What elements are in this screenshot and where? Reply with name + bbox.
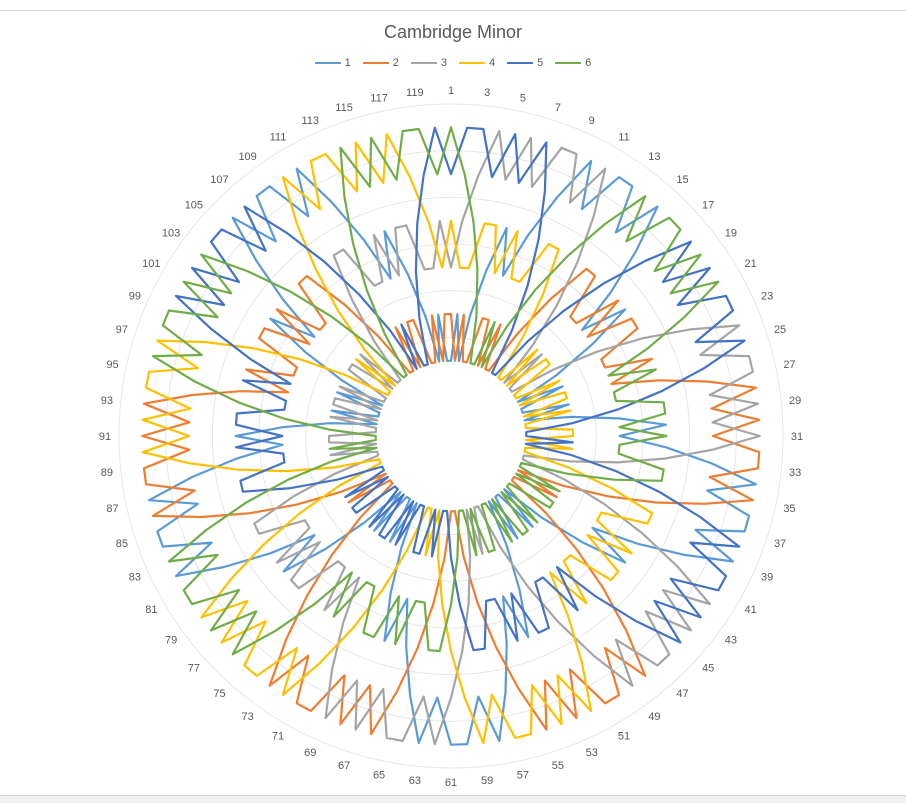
axis-tick-label: 13: [648, 151, 660, 163]
axis-tick-label: 87: [106, 503, 118, 515]
legend-label: 6: [585, 57, 592, 69]
axis-tick-label: 95: [106, 359, 118, 371]
axis-tick-label: 109: [238, 151, 256, 163]
axis-tick-label: 77: [188, 663, 200, 675]
axis-tick-label: 39: [761, 572, 773, 584]
legend-label: 2: [392, 57, 399, 69]
window-top-border: [0, 0, 906, 11]
axis-tick-label: 113: [301, 115, 319, 127]
axis-tick-label: 15: [676, 174, 688, 186]
axis-tick-label: 65: [373, 769, 385, 781]
grid-ring: [165, 150, 737, 722]
legend-swatch: [362, 62, 389, 64]
axis-tick-label: 59: [481, 775, 493, 787]
legend-item-4: 4: [459, 57, 495, 69]
axis-tick-label: 99: [129, 290, 141, 302]
legend-swatch: [410, 62, 437, 64]
axis-tick-label: 73: [242, 711, 254, 723]
legend-swatch: [555, 62, 582, 64]
axis-tick-label: 17: [702, 199, 714, 211]
axis-tick-label: 3: [484, 87, 490, 99]
legend-item-6: 6: [555, 57, 591, 69]
axis-tick-label: 91: [99, 431, 111, 443]
axis-tick-label: 35: [783, 503, 795, 515]
chart-title: Cambridge Minor: [383, 22, 523, 42]
axis-tick-label: 51: [618, 731, 630, 743]
legend-item-1: 1: [314, 57, 351, 69]
grid-ring: [211, 196, 691, 676]
grid-ring: [118, 103, 784, 769]
legend-label: 3: [440, 57, 447, 69]
axis-tick-label: 43: [725, 634, 737, 646]
axis-tick-label: 81: [145, 604, 157, 616]
grid-ring: [258, 243, 644, 629]
window-bottom-border: [0, 795, 906, 803]
axis-tick-label: 31: [791, 431, 803, 443]
axis-tick-label: 83: [129, 572, 141, 584]
legend-swatch: [507, 62, 534, 64]
axis-tick-label: 61: [445, 777, 457, 789]
radar-grid: [118, 103, 784, 769]
axis-tick-label: 33: [789, 467, 801, 479]
series-line-3: [253, 130, 761, 746]
axis-tick-label: 105: [185, 199, 203, 211]
axis-tick-label: 97: [116, 324, 128, 336]
axis-tick-label: 93: [101, 395, 113, 407]
axis-tick-label: 29: [789, 395, 801, 407]
axis-tick-label: 45: [702, 663, 714, 675]
legend-swatch: [314, 62, 341, 64]
axis-tick-label: 75: [213, 688, 225, 700]
axis-tick-label: 103: [162, 228, 180, 240]
axis-tick-label: 119: [406, 87, 424, 99]
axis-tick-label: 19: [725, 228, 737, 240]
axis-tick-label: 55: [552, 760, 564, 772]
axis-tick-label: 57: [517, 769, 529, 781]
axis-tick-label: 101: [142, 258, 160, 270]
grid-ring: [351, 336, 551, 536]
axis-tick-label: 67: [338, 760, 350, 772]
series-line-2: [141, 267, 761, 736]
series-line-4: [141, 133, 654, 745]
axis-tick-label: 23: [761, 290, 773, 302]
axis-tick-label: 85: [116, 538, 128, 550]
axis-tick-label: 49: [648, 711, 660, 723]
legend-item-2: 2: [362, 57, 399, 69]
legend: 1 2 3 4 5 6: [0, 57, 906, 69]
axis-tick-label: 21: [745, 258, 757, 270]
axis-tick-label: 25: [774, 324, 786, 336]
legend-label: 1: [344, 57, 351, 69]
axis-tick-label: 7: [555, 102, 561, 114]
axis-tick-label: 89: [101, 467, 113, 479]
axis-tick-label: 41: [745, 604, 757, 616]
legend-item-5: 5: [507, 57, 543, 69]
series-line-1: [148, 159, 757, 746]
axis-tick-label: 1: [448, 85, 454, 97]
axis-tick-label: 53: [586, 747, 598, 759]
legend-label: 5: [537, 57, 544, 69]
axis-tick-label: 71: [272, 731, 284, 743]
axis-tick-label: 63: [409, 775, 421, 787]
axis-tick-label: 79: [165, 634, 177, 646]
legend-item-3: 3: [410, 57, 447, 69]
axis-tick-label: 5: [520, 93, 526, 105]
series-line-6: [151, 126, 720, 656]
axis-tick-label: 9: [589, 115, 595, 127]
axis-tick-label: 69: [304, 747, 316, 759]
axis-tick-label: 117: [370, 93, 388, 105]
axis-tick-label: 47: [676, 688, 688, 700]
axis-tick-label: 37: [774, 538, 786, 550]
legend-label: 4: [489, 57, 496, 69]
axis-tick-label: 107: [210, 174, 228, 186]
axis-tick-label: 11: [618, 131, 629, 143]
axis-tick-label: 111: [270, 131, 287, 143]
grid-ring: [305, 290, 597, 582]
axis-tick-label: 115: [335, 102, 353, 114]
legend-swatch: [459, 62, 485, 64]
series-line-5: [174, 126, 746, 652]
axis-tick-label: 27: [783, 359, 795, 371]
